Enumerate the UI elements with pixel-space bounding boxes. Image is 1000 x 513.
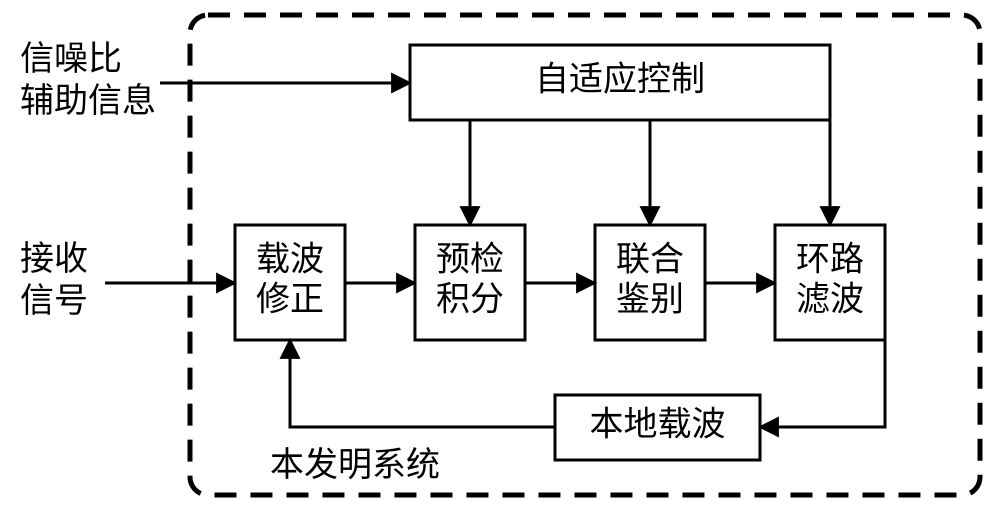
svg-text:修正: 修正 xyxy=(256,280,324,318)
input-recv-line1: 接收 xyxy=(20,240,88,278)
edge-loop-to-local xyxy=(760,340,885,427)
svg-text:环路: 环路 xyxy=(796,240,864,278)
svg-text:积分: 积分 xyxy=(436,281,504,318)
input-recv-line2: 信号 xyxy=(20,282,88,320)
edge-local-to-carrier xyxy=(290,340,555,427)
svg-text:预检: 预检 xyxy=(436,240,504,278)
input-snr-line2: 辅助信息 xyxy=(20,82,156,120)
svg-text:联合: 联合 xyxy=(616,240,684,278)
system-caption: 本发明系统 xyxy=(270,446,440,484)
svg-text:载波: 载波 xyxy=(256,240,324,278)
input-snr-line1: 信噪比 xyxy=(20,40,122,78)
svg-text:本地载波: 本地载波 xyxy=(590,405,726,443)
svg-text:滤波: 滤波 xyxy=(796,280,864,318)
svg-text:自适应控制: 自适应控制 xyxy=(535,60,705,98)
svg-text:鉴别: 鉴别 xyxy=(616,281,684,318)
